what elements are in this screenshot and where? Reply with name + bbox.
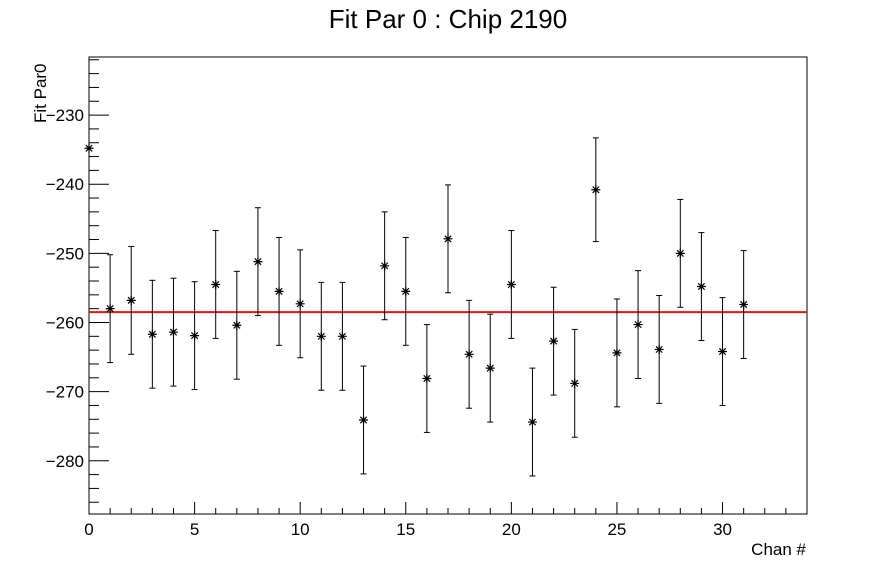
data-point	[506, 279, 516, 289]
data-point	[443, 234, 453, 244]
x-tick-label: 0	[84, 520, 93, 539]
data-point	[126, 295, 136, 305]
x-tick-label: 30	[713, 520, 732, 539]
data-point	[549, 336, 559, 346]
data-marks	[84, 137, 807, 477]
x-tick-label: 15	[396, 520, 415, 539]
y-tick-label: −240	[46, 175, 84, 194]
data-point	[337, 331, 347, 341]
y-tick-label: −270	[46, 383, 84, 402]
data-point	[147, 329, 157, 339]
chart-title: Fit Par 0 : Chip 2190	[329, 4, 567, 34]
data-point	[105, 304, 115, 314]
x-tick-label: 10	[291, 520, 310, 539]
data-point	[168, 327, 178, 337]
data-point	[359, 415, 369, 425]
y-tick-label: −280	[46, 452, 84, 471]
x-tick-label: 20	[502, 520, 521, 539]
data-point	[718, 347, 728, 357]
data-point	[401, 286, 411, 296]
data-point	[211, 279, 221, 289]
data-point	[295, 299, 305, 309]
data-point	[612, 348, 622, 358]
x-tick-label: 5	[190, 520, 199, 539]
axis-ticks: 0 5 10 15 20 25 30 −230 −240 −250 −260 −270 −280	[46, 59, 808, 539]
data-point	[654, 344, 664, 354]
data-point	[485, 363, 495, 373]
y-tick-label: −260	[46, 313, 84, 332]
data-point	[591, 185, 601, 195]
data-point	[190, 331, 200, 341]
data-point	[675, 248, 685, 258]
data-point	[527, 417, 537, 427]
y-axis-label: Fit Par0	[31, 63, 50, 123]
y-tick-label: −250	[46, 244, 84, 263]
data-point	[696, 282, 706, 292]
y-tick-label: −230	[46, 106, 84, 125]
x-tick-label: 25	[607, 520, 626, 539]
x-axis-label: Chan #	[751, 540, 806, 559]
data-point	[422, 373, 432, 383]
data-point	[232, 320, 242, 330]
data-point	[253, 257, 263, 267]
data-point	[84, 143, 94, 153]
data-point	[739, 300, 749, 310]
data-point	[316, 331, 326, 341]
data-point	[274, 286, 284, 296]
data-point	[633, 320, 643, 330]
data-point	[380, 261, 390, 271]
data-point	[464, 349, 474, 359]
data-point	[570, 378, 580, 388]
